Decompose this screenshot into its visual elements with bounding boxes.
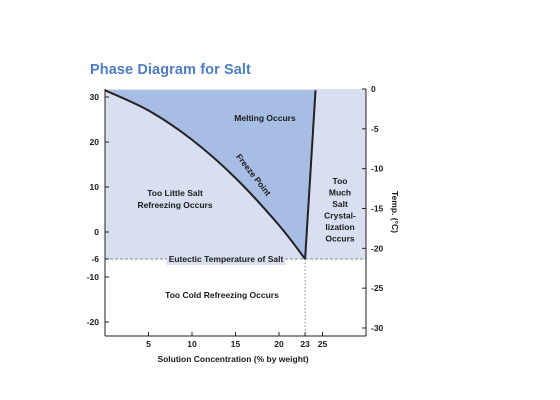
left-tick-label: 30 bbox=[90, 92, 100, 102]
too-little-salt-label: Too Little Salt bbox=[147, 188, 203, 198]
right-tick-label: -25 bbox=[371, 283, 384, 293]
eutectic-label: Eutectic Temperature of Salt bbox=[169, 254, 284, 264]
too-little-salt-label: Refreezing Occurs bbox=[137, 200, 212, 210]
bottom-tick-label: 5 bbox=[146, 339, 151, 349]
chart-title: Phase Diagram for Salt bbox=[90, 62, 251, 78]
too-much-salt-label: Crystal- bbox=[324, 211, 356, 221]
left-tick-label: 0 bbox=[94, 227, 99, 237]
bottom-tick-label: 20 bbox=[274, 339, 284, 349]
too-cold-label: Too Cold Refreezing Occurs bbox=[165, 290, 279, 300]
too-much-salt-label: Much bbox=[329, 188, 351, 198]
bottom-tick-label: 15 bbox=[231, 339, 241, 349]
too-much-salt-label: Too bbox=[333, 176, 348, 186]
eutectic-label-bg bbox=[166, 253, 286, 265]
bottom-tick-label: 25 bbox=[318, 339, 328, 349]
x-axis-label: Solution Concentration (% by weight) bbox=[157, 354, 308, 364]
too-much-salt-label: Salt bbox=[332, 199, 348, 209]
left-tick-label: 10 bbox=[90, 182, 100, 192]
solubility-line bbox=[304, 90, 317, 260]
melting-label: Melting Occurs bbox=[234, 113, 296, 123]
right-tick-label: -15 bbox=[371, 204, 384, 214]
left-tick-label: -6 bbox=[91, 254, 99, 264]
right-tick-label: -5 bbox=[371, 124, 379, 134]
too-much-salt-label: lization bbox=[325, 222, 354, 232]
right-tick-label: 0 bbox=[371, 84, 376, 94]
bottom-tick-label: 23 bbox=[300, 339, 310, 349]
regions-layer bbox=[105, 89, 366, 259]
freeze-point-curve bbox=[104, 89, 306, 260]
right-axis-label: Temp. (°C) bbox=[390, 191, 400, 233]
axes-layer: 30 20 10 0 -6 -10 -20 0 -5 -10 -15 -20 -25 -30 5 10 15 20… bbox=[87, 84, 400, 364]
too-much-salt-label: Occurs bbox=[325, 234, 355, 244]
right-tick-label: -20 bbox=[371, 243, 384, 253]
bottom-tick-label: 10 bbox=[187, 339, 197, 349]
left-tick-label: 20 bbox=[90, 137, 100, 147]
right-tick-label: -10 bbox=[371, 164, 384, 174]
melting-region bbox=[105, 90, 316, 259]
left-tick-label: -20 bbox=[87, 317, 100, 327]
left-tick-label: -10 bbox=[87, 272, 100, 282]
right-tick-label: -30 bbox=[371, 323, 384, 333]
